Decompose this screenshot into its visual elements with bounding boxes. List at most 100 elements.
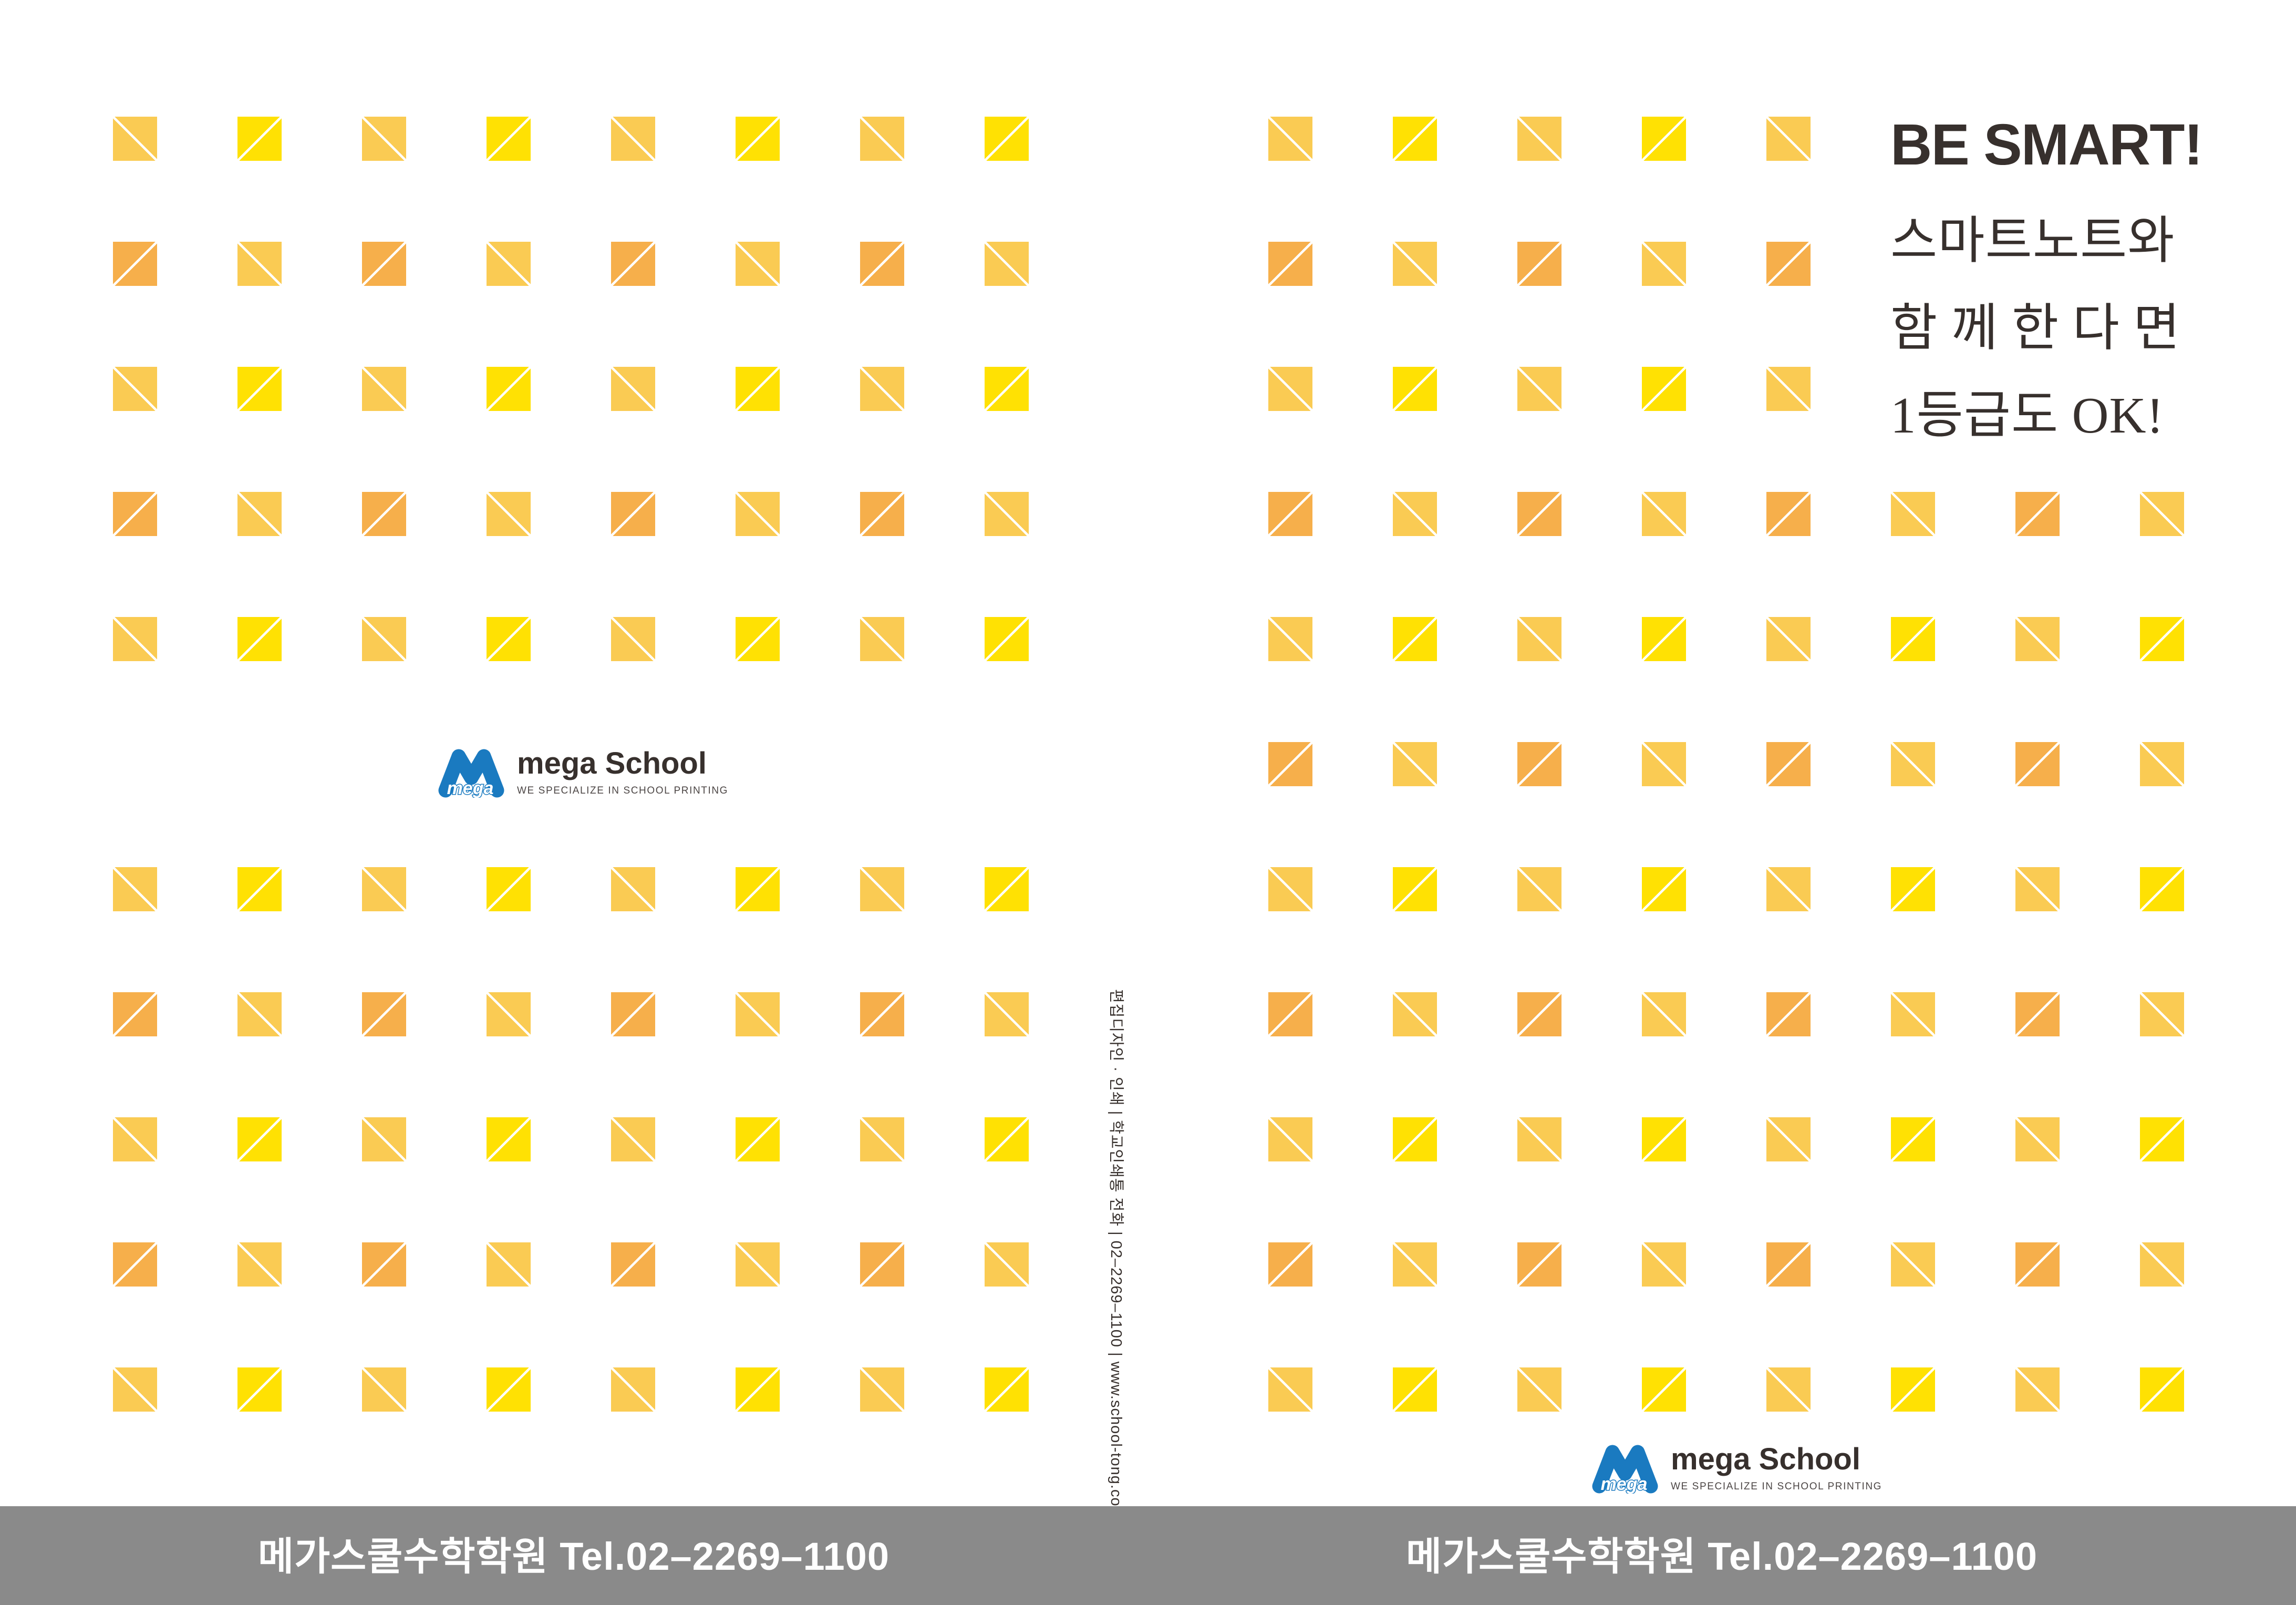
pattern-square: [1642, 117, 1686, 161]
headline-line-3: 함 께 한 다 면: [1890, 300, 2181, 356]
pattern-square: [1268, 742, 1312, 786]
pattern-square: [1393, 367, 1437, 411]
pattern-square: [237, 1117, 282, 1161]
pattern-square: [985, 492, 1029, 536]
footer-bar: 메가스쿨수학학원 Tel.02–2269–1100 메가스쿨수학학원 Tel.0…: [0, 1506, 2296, 1605]
pattern-square: [860, 617, 904, 661]
pattern-square: [237, 492, 282, 536]
pattern-square: [1766, 992, 1811, 1036]
pattern-square: [985, 1242, 1029, 1287]
pattern-square: [1393, 742, 1437, 786]
pattern-square: [1517, 1117, 1561, 1161]
pattern-square: [611, 1242, 655, 1287]
pattern-square: [113, 117, 157, 161]
pattern-square: [736, 367, 780, 411]
pattern-square: [1393, 992, 1437, 1036]
spine-credits-text: 편집디자인 · 인쇄 | 학교인쇄통 전화 | 02–2269–1100 | w…: [1108, 989, 1124, 1520]
pattern-square: [985, 367, 1029, 411]
pattern-square: [1766, 1242, 1811, 1287]
pattern-square: [113, 867, 157, 911]
pattern-square: [237, 992, 282, 1036]
pattern-square: [1268, 1367, 1312, 1412]
pattern-square: [487, 367, 531, 411]
pattern-square: [362, 1242, 406, 1287]
pattern-square: [860, 117, 904, 161]
pattern-square: [1891, 867, 1935, 911]
pattern-square: [1517, 492, 1561, 536]
pattern-square: [860, 367, 904, 411]
pattern-square: [487, 1117, 531, 1161]
pattern-square: [1517, 617, 1561, 661]
pattern-square: [1891, 1117, 1935, 1161]
pattern-square: [2140, 1367, 2184, 1412]
pattern-square: [985, 617, 1029, 661]
pattern-square: [985, 242, 1029, 286]
pattern-square: [487, 492, 531, 536]
headline-line-1: BE SMART!: [1890, 112, 2203, 177]
pattern-square: [1517, 867, 1561, 911]
pattern-square: [1891, 617, 1935, 661]
pattern-square: [1268, 1117, 1312, 1161]
pattern-square: [487, 1367, 531, 1412]
pattern-square: [1766, 742, 1811, 786]
pattern-square: [1517, 1242, 1561, 1287]
pattern-square: [237, 1242, 282, 1287]
pattern-square: [487, 992, 531, 1036]
pattern-square: [860, 1242, 904, 1287]
pattern-square: [362, 617, 406, 661]
pattern-square: [611, 242, 655, 286]
pattern-square: [362, 117, 406, 161]
pattern-square: [1268, 1242, 1312, 1287]
pattern-square: [2015, 617, 2060, 661]
pattern-square: [362, 1367, 406, 1412]
pattern-square: [736, 1242, 780, 1287]
pattern-square: [860, 1117, 904, 1161]
pattern-square: [113, 492, 157, 536]
pattern-square: [1642, 242, 1686, 286]
pattern-square: [1766, 242, 1811, 286]
pattern-square: [487, 242, 531, 286]
pattern-square: [2140, 992, 2184, 1036]
footer-academy-tel-right: 메가스쿨수학학원 Tel.02–2269–1100: [1406, 1535, 2038, 1578]
pattern-square: [611, 117, 655, 161]
pattern-square: [860, 1367, 904, 1412]
pattern-square: [1393, 117, 1437, 161]
pattern-square: [1268, 867, 1312, 911]
pattern-square: [611, 1117, 655, 1161]
pattern-square: [611, 617, 655, 661]
pattern-square: [2015, 867, 2060, 911]
pattern-square: [237, 117, 282, 161]
pattern-square: [1642, 867, 1686, 911]
pattern-square: [860, 242, 904, 286]
pattern-square: [487, 117, 531, 161]
pattern-square: [2140, 1242, 2184, 1287]
pattern-square: [237, 367, 282, 411]
pattern-square: [487, 617, 531, 661]
pattern-square: [611, 492, 655, 536]
pattern-square: [1766, 367, 1811, 411]
logo-mark-text: mega: [447, 778, 494, 798]
pattern-square: [2015, 992, 2060, 1036]
pattern-square: [1891, 1367, 1935, 1412]
pattern-square: [113, 367, 157, 411]
pattern-square: [237, 617, 282, 661]
pattern-square: [1268, 367, 1312, 411]
pattern-square: [237, 1367, 282, 1412]
pattern-square: [736, 1117, 780, 1161]
pattern-square: [362, 242, 406, 286]
mega-m-logo-icon: mega: [1592, 1445, 1658, 1494]
pattern-square: [1517, 117, 1561, 161]
logo-mark-text: mega: [1601, 1474, 1648, 1494]
pattern-square: [487, 1242, 531, 1287]
pattern-square: [1766, 492, 1811, 536]
headline-line-2: 스마트노트와: [1890, 213, 2175, 269]
pattern-square: [1891, 992, 1935, 1036]
pattern-square: [2015, 1242, 2060, 1287]
pattern-square: [2140, 867, 2184, 911]
pattern-square: [1268, 617, 1312, 661]
pattern-square: [611, 367, 655, 411]
pattern-square: [237, 242, 282, 286]
pattern-square: [985, 117, 1029, 161]
pattern-square: [736, 1367, 780, 1412]
